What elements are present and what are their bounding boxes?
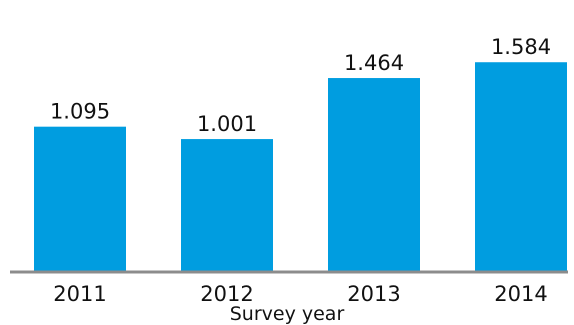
data-label-2013: 1.464	[344, 51, 404, 75]
x-axis-title: Survey year	[230, 303, 345, 325]
data-label-2012: 1.001	[197, 112, 257, 136]
x-tick-label-2014: 2014	[494, 282, 547, 306]
x-tick-label-2013: 2013	[347, 282, 400, 306]
bar-2012	[181, 139, 273, 271]
x-tick-label-2012: 2012	[200, 282, 253, 306]
x-tick-label-2011: 2011	[53, 282, 106, 306]
bar-2013	[328, 78, 420, 271]
data-label-2014: 1.584	[491, 35, 551, 59]
data-label-2011: 1.095	[50, 100, 110, 124]
bar-2014	[475, 62, 567, 271]
x-tick-labels-group: 2011 2012 2013 2014	[53, 282, 547, 306]
data-labels-group: 1.095 1.001 1.464 1.584	[50, 35, 551, 136]
bars-group	[34, 62, 567, 271]
bar-2011	[34, 126, 126, 271]
